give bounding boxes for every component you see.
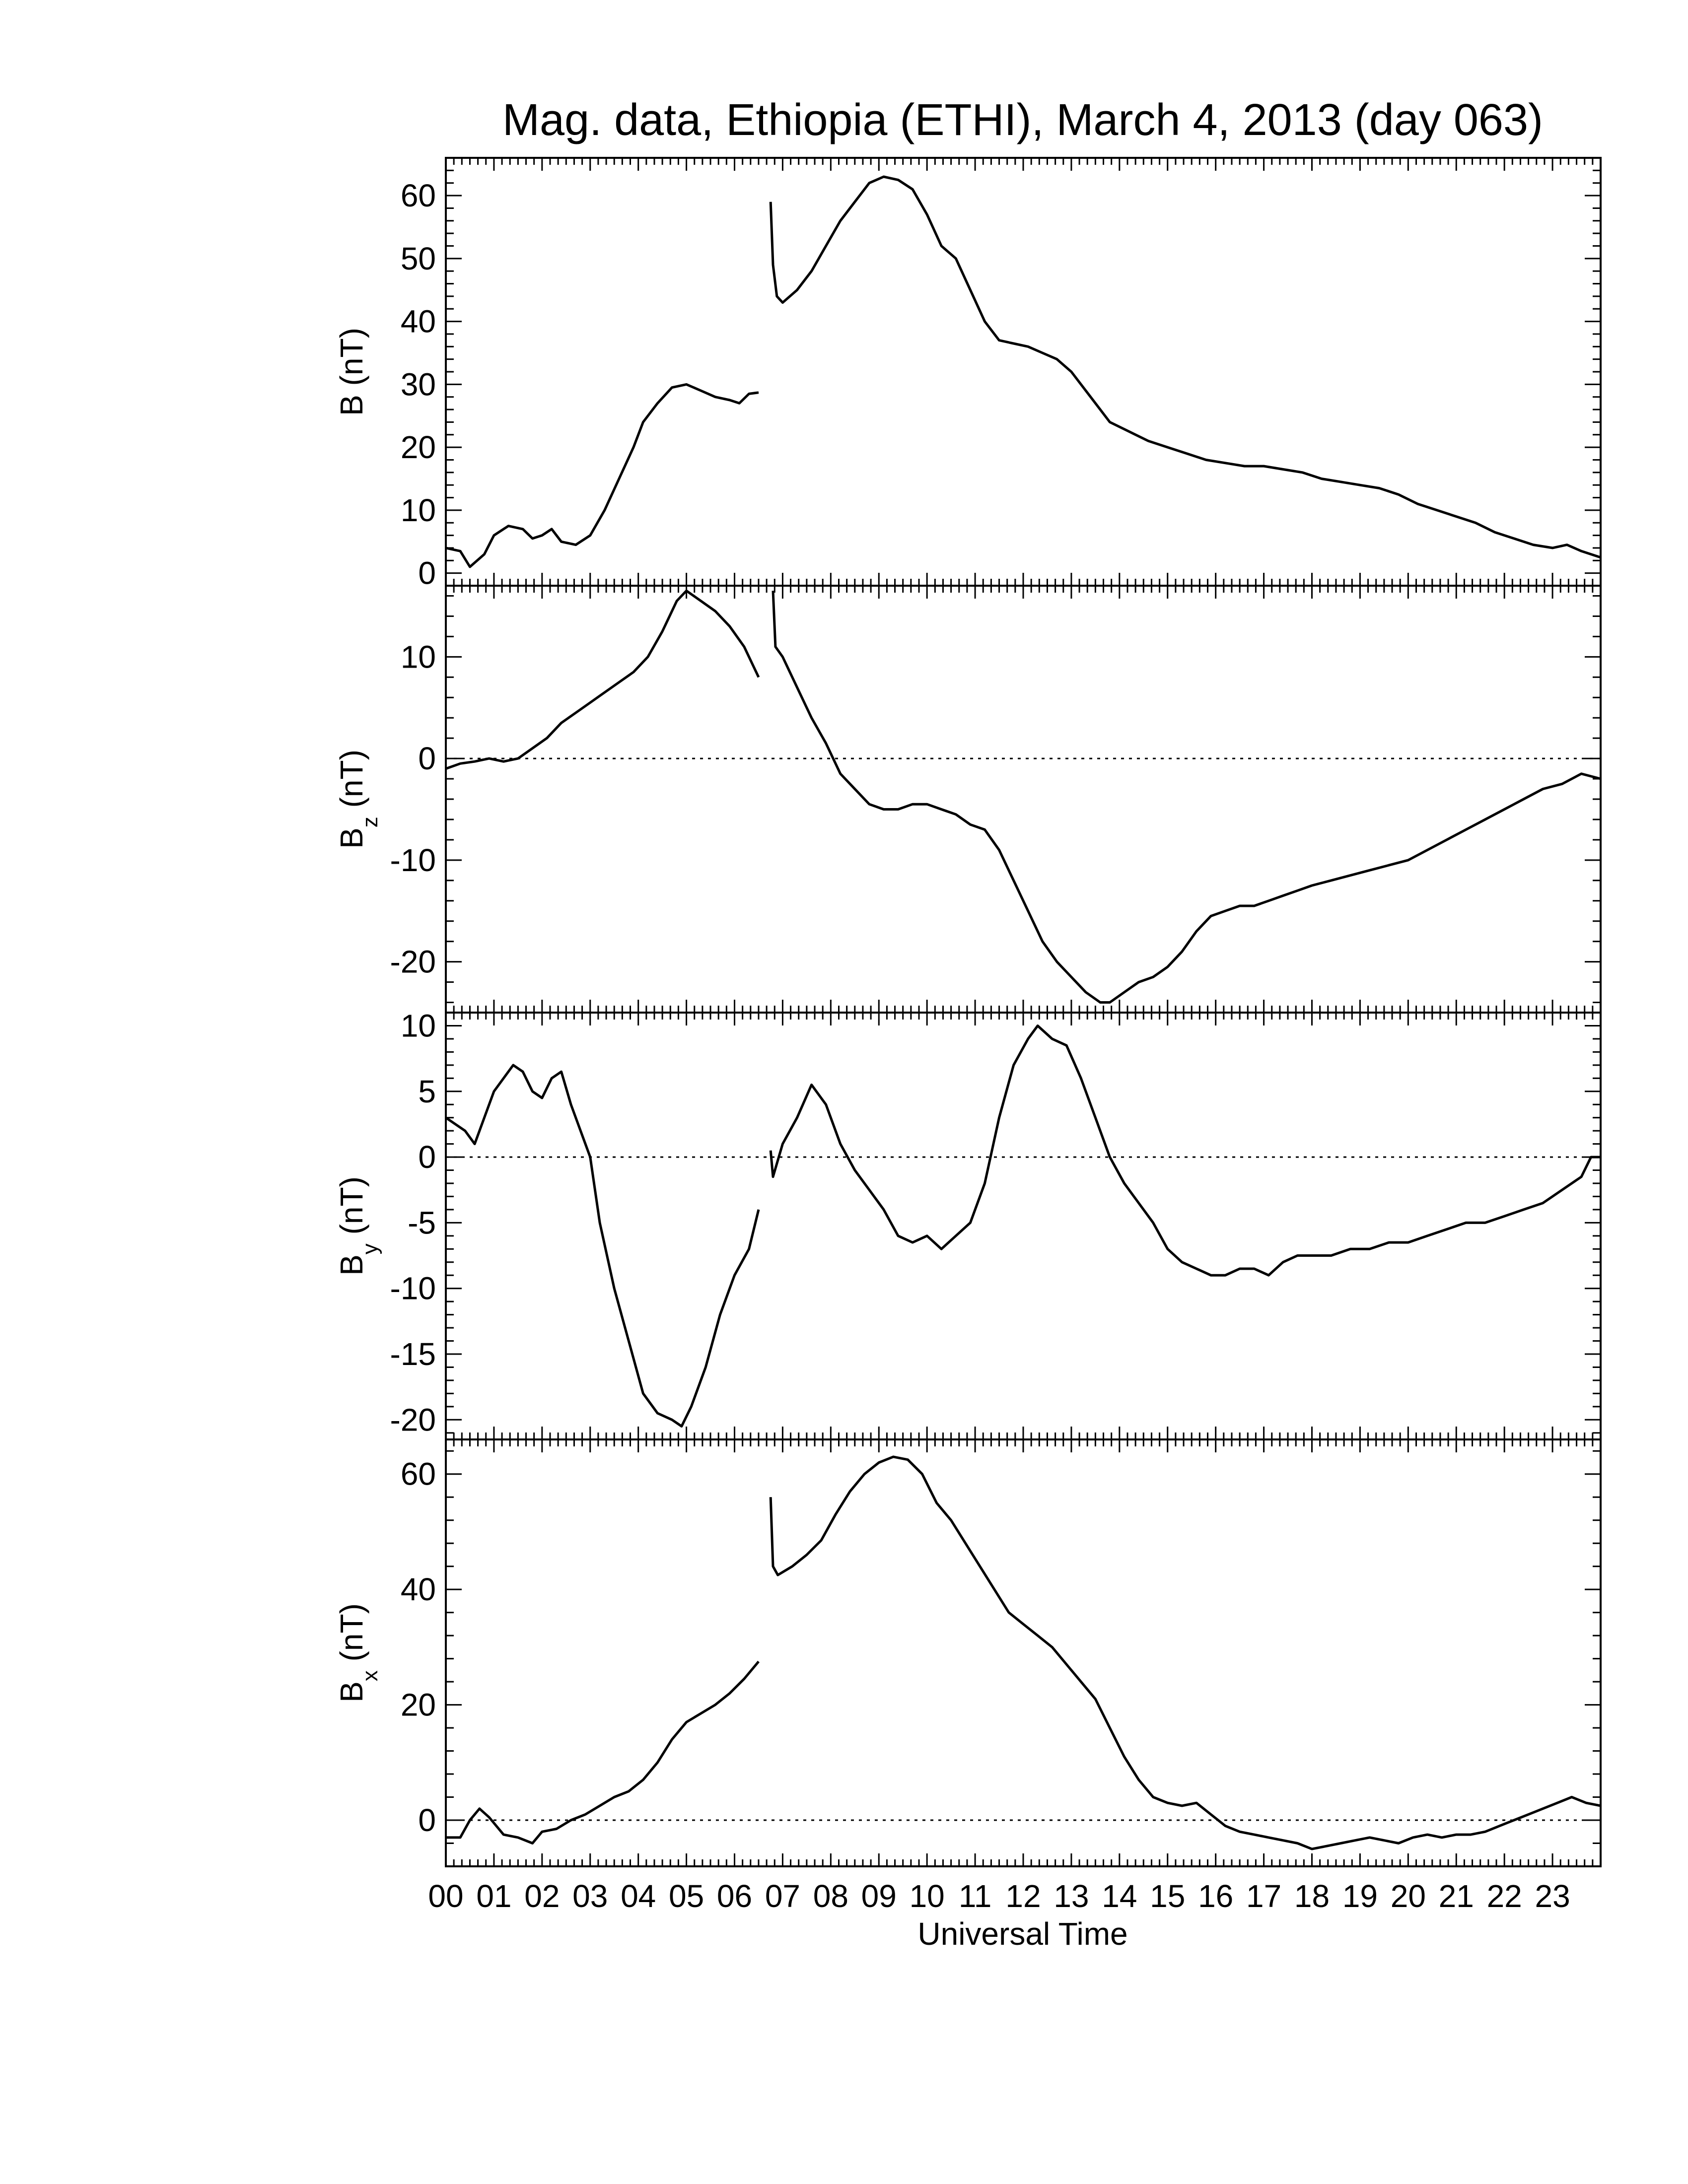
series-line-segment xyxy=(445,1064,760,1428)
y-tick-label: 10 xyxy=(401,492,436,528)
y-tick-label: 60 xyxy=(401,178,436,213)
x-tick-label: 12 xyxy=(1005,1878,1041,1914)
x-tick-label: 23 xyxy=(1535,1878,1570,1914)
y-tick-label: 30 xyxy=(401,366,436,402)
y-axis-label-sub: x xyxy=(358,1670,382,1681)
y-tick-label: 10 xyxy=(401,1008,436,1043)
y-axis-label-main: B xyxy=(334,827,369,849)
series-line-segment xyxy=(445,383,759,568)
series-line-segment xyxy=(769,1455,1601,1850)
x-tick-label: 22 xyxy=(1487,1878,1522,1914)
y-tick-label: 0 xyxy=(418,1139,436,1175)
series-line-segment xyxy=(446,1660,760,1844)
panel-y: -20 -15 -10 -5 0 5 10 By (nT) xyxy=(334,1008,1602,1440)
y-axis-label-unit: (nT) xyxy=(334,750,369,817)
x-tick-label: 15 xyxy=(1150,1878,1185,1914)
y-tick-label: 20 xyxy=(401,429,436,465)
y-tick-label: 60 xyxy=(401,1456,436,1492)
x-tick-label: 09 xyxy=(861,1878,897,1914)
y-tick-label: -5 xyxy=(408,1205,436,1240)
x-tick-label: 20 xyxy=(1391,1878,1426,1914)
y-tick-label: 0 xyxy=(418,555,436,591)
x-tick-label: 01 xyxy=(476,1878,511,1914)
x-tick-label: 08 xyxy=(813,1878,848,1914)
y-axis-label-unit: (nT) xyxy=(334,1176,369,1243)
y-axis-label-unit: (nT) xyxy=(334,328,369,395)
y-tick-label: -20 xyxy=(390,1402,436,1437)
y-axis-label-main: B xyxy=(334,395,369,416)
series-line-segment xyxy=(772,591,1601,1004)
y-tick-label: -15 xyxy=(390,1336,436,1372)
y-tick-label: -20 xyxy=(390,944,436,980)
x-tick-label: 19 xyxy=(1342,1878,1378,1914)
y-tick-label: 10 xyxy=(401,639,436,675)
y-tick-label: 20 xyxy=(401,1687,436,1723)
x-tick-label: 06 xyxy=(717,1878,752,1914)
x-tick-label: 16 xyxy=(1198,1878,1233,1914)
y-tick-label: 50 xyxy=(401,241,436,276)
x-tick-label: 21 xyxy=(1439,1878,1474,1914)
x-tick-label: 18 xyxy=(1294,1878,1330,1914)
x-tick-label: 17 xyxy=(1246,1878,1281,1914)
x-tick-label: 10 xyxy=(910,1878,945,1914)
x-tick-label: 07 xyxy=(765,1878,800,1914)
y-axis-label-sub: z xyxy=(358,817,382,827)
y-axis-label: Bz (nT) xyxy=(334,750,382,849)
x-tick-label: 11 xyxy=(959,1878,991,1914)
y-axis-label: Bx (nT) xyxy=(334,1603,382,1703)
y-tick-label: 40 xyxy=(401,304,436,340)
panel-x: 0 20 40 60 Bx (nT) xyxy=(334,1438,1602,1867)
y-tick-label: 0 xyxy=(418,741,436,776)
y-tick-label: -10 xyxy=(390,842,436,878)
panel-total: 0 10 20 30 40 50 60 B (nT) xyxy=(334,157,1602,591)
x-tick-label: 00 xyxy=(428,1878,463,1914)
y-axis-label-unit: (nT) xyxy=(334,1603,369,1670)
y-axis-label: By (nT) xyxy=(334,1176,382,1276)
series-line-segment xyxy=(445,589,760,770)
x-tick-label: 03 xyxy=(572,1878,608,1914)
y-axis-label-sub: y xyxy=(358,1243,382,1254)
y-axis-label-main: B xyxy=(334,1254,369,1276)
x-axis-label: Universal Time xyxy=(917,1916,1127,1952)
x-tick-label: 04 xyxy=(621,1878,656,1914)
series-line-segment xyxy=(769,1024,1601,1277)
y-tick-label: -10 xyxy=(390,1271,436,1306)
x-tick-label: 02 xyxy=(524,1878,560,1914)
x-tick-label: 14 xyxy=(1102,1878,1137,1914)
y-axis-label-main: B xyxy=(334,1681,369,1703)
x-tick-label: 05 xyxy=(669,1878,704,1914)
y-tick-label: 40 xyxy=(401,1571,436,1607)
chart-title: Mag. data, Ethiopia (ETHI), March 4, 201… xyxy=(502,95,1543,145)
y-tick-label: 0 xyxy=(418,1802,436,1838)
panel-z: -20 -10 0 10 Bz (nT) xyxy=(334,585,1602,1014)
series-line-segment xyxy=(769,175,1601,559)
y-tick-label: 5 xyxy=(418,1074,436,1109)
y-axis-label: B (nT) xyxy=(334,328,369,416)
x-tick-label: 13 xyxy=(1054,1878,1089,1914)
x-axis: 00 01 02 03 04 05 06 07 08 09 10 11 12 13 14 15 16 17 18 19… xyxy=(428,1878,1570,1914)
